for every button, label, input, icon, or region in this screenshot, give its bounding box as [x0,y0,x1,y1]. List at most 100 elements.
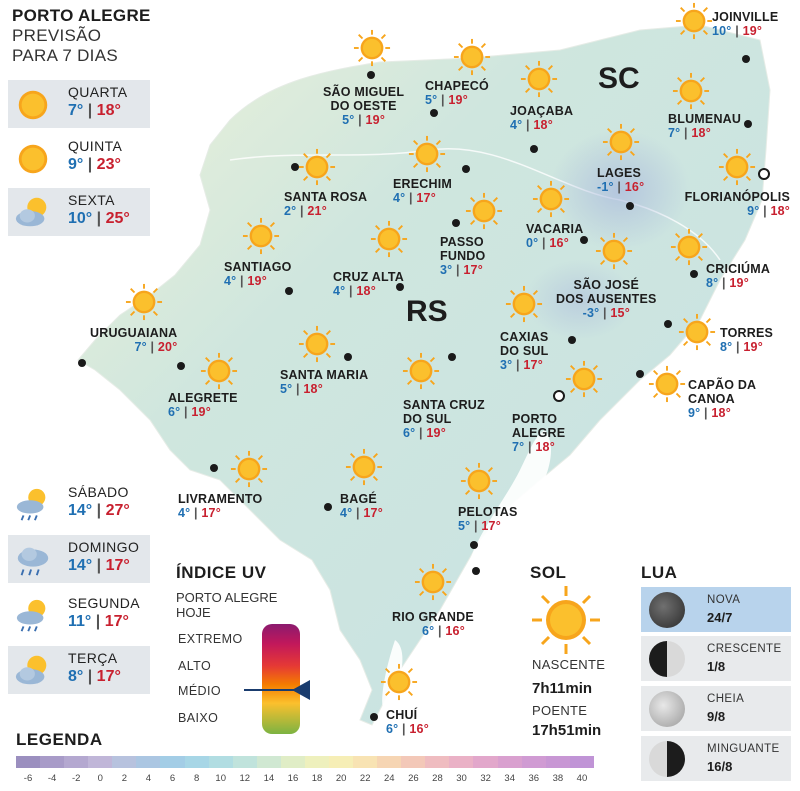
full-moon-icon [649,691,685,727]
temp-max: 15° [610,306,630,320]
sun-icon [242,217,280,255]
city-name: PASSO FUNDO [440,235,486,263]
temp-min: 10° [712,24,732,38]
legend-color-swatch [545,756,570,768]
sun-icon [353,29,391,67]
city-marker [396,283,404,291]
temp-max: 19° [365,113,386,127]
city-uruguaiana: URUGUAIANA 7° | 20° [90,326,178,354]
uv-title: ÍNDICE UV [176,563,267,582]
legend-color-swatch [521,756,546,768]
uv-subtitle-line-1: PORTO ALEGRE [176,590,278,605]
city-marker [470,541,478,549]
temp-min: 4° [333,284,346,298]
sun-icon [672,72,710,110]
legend-color-swatch [304,756,330,768]
temp-max: 16° [549,236,569,250]
city-blumenau: BLUMENAU 7° | 18° [668,112,742,140]
legend-color-swatch [449,756,474,768]
legend-tick-label: 26 [408,773,419,784]
temp-max: 19° [742,24,763,38]
legend-color-swatch [16,756,41,768]
city-marker [177,362,185,370]
city-name: SÃO JOSÉ DOS AUSENTES [556,278,657,306]
city-capao-da-canoa: CAPÃO DA CANOA 9° | 18° [688,378,757,420]
city-name: BLUMENAU [668,112,742,126]
temp-max: 17° [105,557,130,574]
temp-max: 19° [426,426,446,440]
uv-subtitle-line-2: HOJE [176,605,211,620]
forecast-day-sabado: SÁBADO 14° | 27° [8,480,150,528]
legend-tick-label: 14 [263,773,275,784]
city-name: PELOTAS [458,505,518,519]
moon-phase-crescente: CRESCENTE 1/8 [641,636,791,681]
temp-min: 5° [280,382,293,396]
legend-tick-label: 40 [576,773,588,784]
city-marker [448,353,456,361]
sun-icon [18,144,48,174]
uv-level-medio: MÉDIO [178,684,221,698]
temp-max: 19° [448,93,468,107]
city-name: PORTO ALEGRE [512,412,566,440]
moon-phase-date: 1/8 [707,659,726,674]
sun-cloud-icon [15,197,47,227]
temp-max: 16° [624,180,645,194]
city-santa-rosa: SANTA ROSA 2° | 21° [284,190,368,218]
temp-max: 18° [691,126,711,140]
sun-icon [532,180,570,218]
city-name: SANTA MARIA [280,368,369,382]
city-lages: LAGES -1° | 16° [597,166,645,194]
temp-max: 17° [363,506,383,520]
legend-color-swatch [64,756,89,768]
temp-max: 27° [105,502,130,519]
city-name: SANTIAGO [224,260,292,274]
sun-icon [532,586,600,654]
legend-tick-label: -6 [23,773,33,784]
city-marker [285,287,293,295]
moon-phase-minguante: MINGUANTE 16/8 [641,736,791,781]
temp-max: 17° [463,263,483,277]
temp-max: 18° [770,204,790,218]
temp-min: 7° [668,126,681,140]
city-erechim: ERECHIM 4° | 17° [393,177,453,205]
legend-tick-label: 38 [552,773,564,784]
temp-min: 11° [68,613,92,630]
sun-icon [675,2,713,40]
forecast-day-terca: TERÇA 8° | 17° [8,646,150,694]
temp-max: 25° [105,210,130,227]
temp-max: 23° [96,156,121,173]
city-alegrete: ALEGRETE 6° | 19° [168,391,238,419]
uv-indicator-pointer [292,680,310,700]
city-marker [626,202,634,210]
city-marker [291,163,299,171]
city-chapeco: CHAPECÓ 5° | 19° [425,79,489,107]
legend-color-swatch [473,756,498,768]
temp-min: 9° [747,204,760,218]
legend-color-bar [16,756,594,768]
temp-max: 20° [157,340,178,354]
temp-max: 19° [743,340,763,354]
temp-min: 8° [720,340,733,354]
lagoa-dos-patos [470,430,551,563]
forecast-temps: 9° | 23° [68,156,121,173]
legend-tick-label: 36 [528,773,540,784]
temp-min: 10° [68,210,93,227]
legend-tick-label: 18 [311,773,323,784]
temp-max: 19° [729,276,749,290]
sun-icon [520,60,558,98]
legend-tick-label: 24 [383,773,395,784]
temp-min: 6° [422,624,435,638]
sun-icon [453,38,491,76]
city-marker [530,145,538,153]
temp-max: 18° [356,284,376,298]
temp-max: 17° [96,668,121,685]
city-marker [744,120,752,128]
sun-icon [230,450,268,488]
forecast-day-label: TERÇA [68,650,118,666]
moon-phase-date: 9/8 [707,709,726,724]
forecast-day-sexta: SEXTA 10° | 25° [8,188,150,236]
forecast-temps: 10° | 25° [68,210,130,227]
city-name: LIVRAMENTO [178,492,263,506]
forecast-day-label: SEXTA [68,192,115,208]
first-quarter-moon-icon [649,641,685,677]
